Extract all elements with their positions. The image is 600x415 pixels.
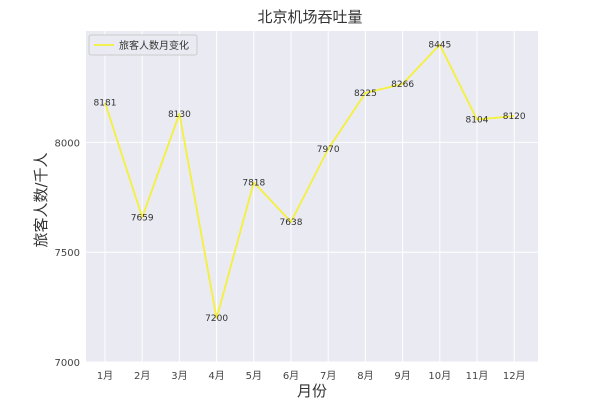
data-label: 8120 — [503, 112, 526, 122]
legend-label: 旅客人数月变化 — [119, 39, 189, 52]
data-label: 8445 — [428, 41, 451, 51]
data-labels: 8181 7659 8130 7200 7818 7638 7970 8225 8266 8445… — [94, 41, 526, 324]
x-tick-label: 1月 — [97, 370, 113, 382]
legend: 旅客人数月变化 — [88, 34, 198, 56]
series-layer — [104, 43, 515, 319]
x-tick-label: 6月 — [283, 370, 299, 382]
axis-labels: 7000 7500 8000 1月 2月 3月 4月 5月 6月 7月 8月 9月 10月 11月 12月 — [55, 138, 526, 382]
x-tick-label: 12月 — [503, 370, 526, 382]
data-label: 8130 — [168, 110, 191, 120]
chart-title: 北京机场吞吐量 — [257, 8, 362, 26]
x-tick-label: 8月 — [357, 370, 373, 382]
data-label: 7200 — [205, 314, 228, 324]
y-tick-label: 8000 — [55, 138, 80, 149]
x-tick-label: 10月 — [428, 370, 451, 382]
watermark: 知乎 @侦探L — [508, 387, 590, 404]
x-tick-label: 4月 — [208, 370, 224, 382]
x-tick-label: 5月 — [246, 370, 262, 382]
x-tick-label: 3月 — [171, 370, 187, 382]
x-tick-label: 11月 — [466, 370, 489, 382]
legend-box — [88, 34, 198, 56]
grid — [86, 31, 538, 363]
x-tick-label: 9月 — [394, 370, 410, 382]
data-label: 7638 — [280, 218, 303, 228]
x-tick-label: 7月 — [320, 370, 336, 382]
data-label: 7970 — [317, 145, 340, 155]
series-line — [104, 43, 515, 319]
plot-area — [86, 31, 538, 362]
data-label: 8104 — [466, 116, 489, 126]
data-label: 7659 — [131, 213, 154, 223]
data-label: 8225 — [354, 89, 377, 99]
data-label: 8181 — [94, 99, 117, 109]
x-tick-label: 2月 — [134, 370, 150, 382]
data-label: 8266 — [391, 80, 414, 90]
x-axis-title: 月份 — [297, 382, 327, 400]
y-tick-label: 7500 — [55, 248, 80, 259]
y-tick-label: 7000 — [55, 358, 80, 369]
y-axis-title: 旅客人数/千人 — [32, 152, 50, 247]
data-label: 7818 — [242, 178, 265, 188]
